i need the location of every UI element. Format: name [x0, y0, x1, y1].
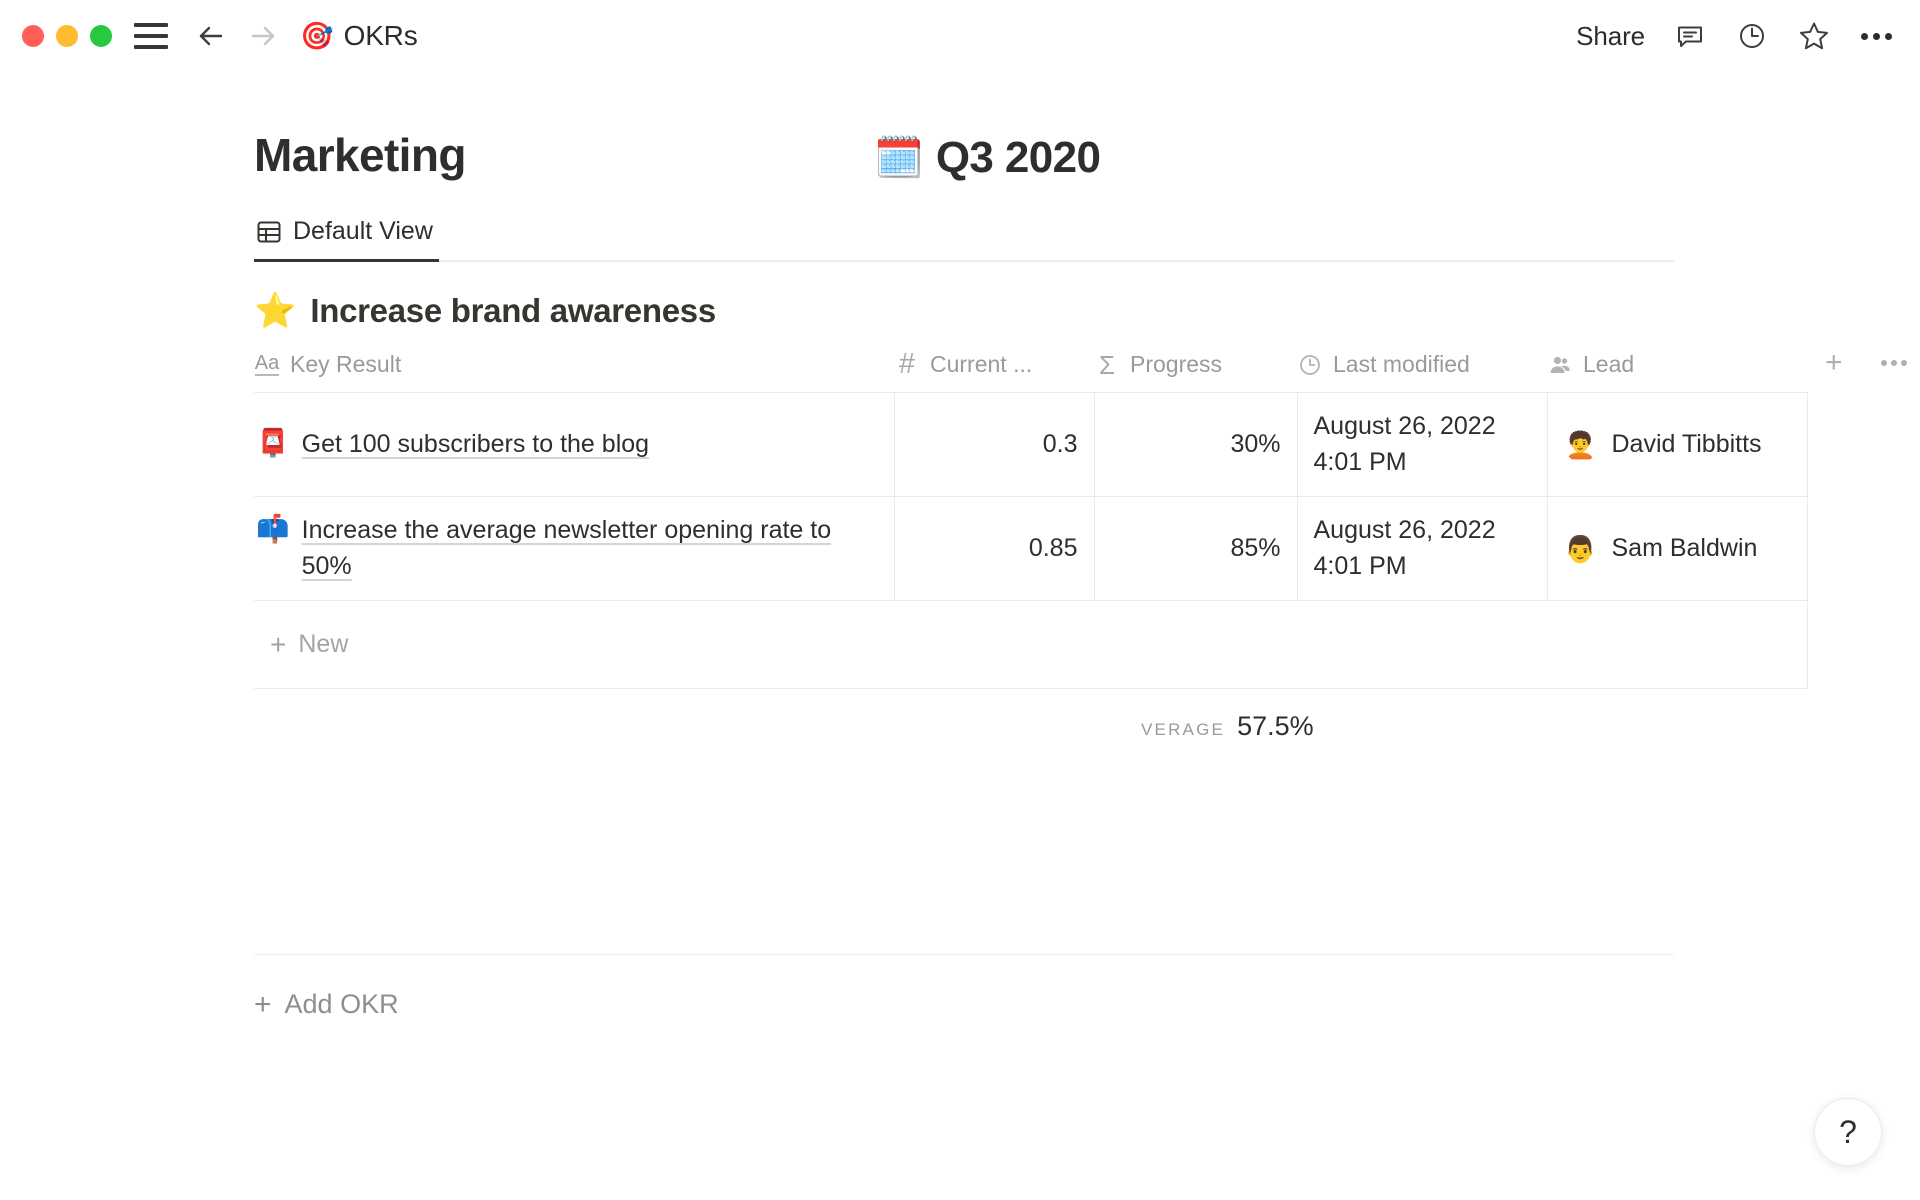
- new-row-cell[interactable]: + New: [254, 600, 1808, 689]
- help-button[interactable]: ?: [1814, 1098, 1882, 1166]
- column-header-lead[interactable]: Lead: [1547, 342, 1807, 393]
- column-label: Current ...: [930, 351, 1033, 377]
- period-label: Q3 2020: [935, 133, 1101, 182]
- page-header: Marketing 🗓️ Q3 2020: [254, 72, 1674, 182]
- column-header-progress[interactable]: Σ Progress: [1094, 342, 1297, 393]
- column-header-current[interactable]: # Current ...: [894, 342, 1094, 393]
- cell-progress[interactable]: 30%: [1094, 392, 1298, 497]
- star-icon: ⭐: [254, 292, 297, 330]
- ellipsis-icon[interactable]: [1859, 25, 1894, 48]
- document-title: OKRs: [343, 20, 418, 51]
- cell-last-modified[interactable]: August 26, 2022 4:01 PM: [1297, 392, 1548, 497]
- cell-key-result[interactable]: 📫 Increase the average newsletter openin…: [254, 496, 895, 601]
- column-header-last-modified[interactable]: Last modified: [1297, 342, 1547, 393]
- add-okr-button[interactable]: + Add OKR: [254, 955, 1674, 1020]
- last-modified-date: August 26, 2022: [1313, 412, 1496, 440]
- last-modified-date: August 26, 2022: [1313, 516, 1496, 544]
- minimize-window-button[interactable]: [56, 25, 78, 47]
- column-label: Lead: [1583, 351, 1635, 377]
- window-titlebar: 🎯 OKRs Share: [0, 0, 1920, 72]
- page-title: Marketing: [254, 129, 466, 181]
- document-breadcrumb[interactable]: 🎯 OKRs: [300, 20, 418, 52]
- last-modified-time: 4:01 PM: [1313, 447, 1407, 476]
- add-column-button[interactable]: +: [1825, 346, 1843, 379]
- rollup-average[interactable]: VERAGE 57.5%: [1141, 711, 1314, 742]
- avatar: 👨: [1563, 531, 1598, 566]
- new-row[interactable]: + New: [254, 600, 1808, 689]
- objective-title[interactable]: Increase brand awareness: [310, 292, 716, 329]
- new-row-label: New: [298, 630, 349, 658]
- rollup-value: 57.5%: [1237, 711, 1314, 741]
- table-row[interactable]: 📮 Get 100 subscribers to the blog 0.3 30…: [254, 392, 1808, 497]
- postbox-icon: 📮: [256, 427, 290, 458]
- cell-key-result[interactable]: 📮 Get 100 subscribers to the blog: [254, 392, 895, 497]
- clock-icon: [1297, 352, 1323, 378]
- cell-last-modified[interactable]: August 26, 2022 4:01 PM: [1297, 496, 1548, 601]
- traffic-light-controls: [22, 25, 112, 47]
- cell-lead[interactable]: 👨 Sam Baldwin: [1547, 496, 1808, 601]
- key-result-link[interactable]: Increase the average newsletter opening …: [301, 516, 832, 580]
- navigation-arrows: [194, 19, 280, 53]
- mailbox-icon: 📫: [256, 514, 290, 544]
- lead-name: David Tibbitts: [1611, 430, 1762, 458]
- cell-lead[interactable]: 🧑‍🦱 David Tibbitts: [1547, 392, 1808, 497]
- number-hash-icon: #: [898, 348, 916, 380]
- arrow-right-icon[interactable]: [246, 19, 280, 53]
- period-heading: 🗓️ Q3 2020: [874, 133, 1101, 183]
- column-label: Key Result: [290, 351, 402, 377]
- view-tabbar: Default View: [254, 206, 1674, 262]
- cell-progress[interactable]: 85%: [1094, 496, 1298, 601]
- lead-name: Sam Baldwin: [1611, 534, 1758, 562]
- cell-current[interactable]: 0.3: [894, 392, 1095, 497]
- tab-default-view[interactable]: Default View: [254, 217, 439, 262]
- avatar: 🧑‍🦱: [1563, 427, 1598, 462]
- column-label: Progress: [1130, 351, 1223, 377]
- clock-icon[interactable]: [1735, 19, 1769, 53]
- maximize-window-button[interactable]: [90, 25, 112, 47]
- star-outline-icon[interactable]: [1797, 19, 1831, 53]
- rollup-label: VERAGE: [1141, 720, 1226, 739]
- table-row[interactable]: 📫 Increase the average newsletter openin…: [254, 496, 1808, 601]
- target-icon: 🎯: [300, 20, 334, 51]
- plus-icon: +: [254, 987, 272, 1021]
- cell-current[interactable]: 0.85: [894, 496, 1095, 601]
- page-body: Marketing 🗓️ Q3 2020 Default View ⭐ Incr…: [0, 72, 1920, 1020]
- column-options-icon[interactable]: [1880, 360, 1907, 366]
- last-modified-time: 4:01 PM: [1313, 551, 1407, 580]
- hamburger-menu-icon[interactable]: [134, 23, 168, 49]
- rollup-summary: VERAGE 57.5%: [254, 689, 1674, 742]
- column-label: Last modified: [1333, 351, 1470, 377]
- section-divider: [254, 954, 1674, 955]
- column-header-key-result[interactable]: Aa Key Result: [254, 342, 894, 393]
- key-results-table: Aa Key Result # Current ... Σ Prog: [254, 342, 1907, 689]
- text-aa-icon: Aa: [254, 351, 280, 376]
- add-okr-label: Add OKR: [284, 989, 399, 1019]
- page-content: Marketing 🗓️ Q3 2020 Default View ⭐ Incr…: [254, 72, 1907, 1020]
- table-icon: [256, 219, 282, 245]
- arrow-left-icon[interactable]: [194, 19, 228, 53]
- close-window-button[interactable]: [22, 25, 44, 47]
- plus-icon: +: [270, 628, 287, 660]
- tab-label: Default View: [293, 217, 433, 245]
- table-body: 📮 Get 100 subscribers to the blog 0.3 30…: [254, 392, 1808, 689]
- table-header: Aa Key Result # Current ... Σ Prog: [254, 342, 1907, 393]
- person-icon: [1547, 352, 1573, 378]
- calendar-icon: 🗓️: [874, 136, 924, 180]
- key-result-link[interactable]: Get 100 subscribers to the blog: [301, 429, 650, 458]
- share-button[interactable]: Share: [1576, 20, 1645, 51]
- objective-heading: ⭐ Increase brand awareness: [254, 292, 1674, 330]
- titlebar-actions: Share: [1576, 0, 1894, 72]
- formula-sigma-icon: Σ: [1098, 349, 1116, 380]
- comment-icon[interactable]: [1673, 19, 1707, 53]
